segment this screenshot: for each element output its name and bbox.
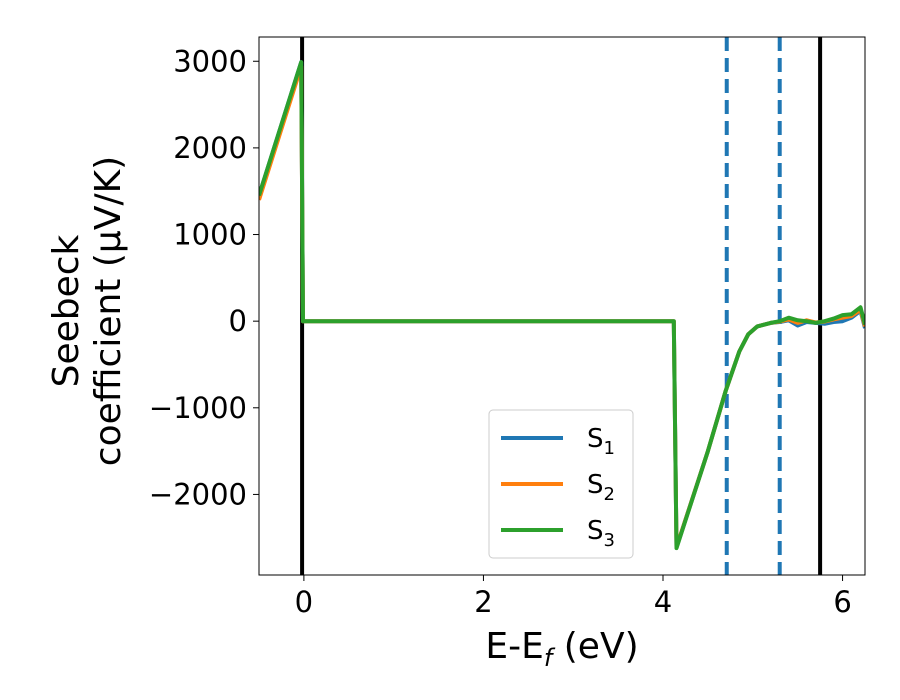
y-tick-label: −2000 (149, 477, 247, 511)
legend-label-3: S3 (587, 516, 615, 551)
series-line-3 (259, 60, 865, 551)
x-tick-label: 4 (654, 585, 672, 619)
legend-label-1: S1 (587, 424, 615, 459)
x-axis-label: E-Ef (eV) (485, 626, 638, 672)
plot-frame (258, 36, 866, 576)
y-axis-ticks: −2000 −1000 0 1000 2000 3000 (149, 44, 259, 511)
x-axis-label-unit: (eV) (552, 626, 638, 667)
y-axis-label-line2: coefficient (μV/K) (88, 156, 129, 466)
y-tick-label: 0 (229, 304, 247, 338)
y-axis-label: Seebeck coefficient (μV/K) (46, 156, 129, 466)
x-tick-label: 0 (295, 585, 313, 619)
legend: S1 S2 S3 (488, 409, 634, 559)
y-axis-label-line1: Seebeck (46, 234, 87, 387)
y-tick-label: 1000 (173, 218, 247, 252)
x-tick-label: 6 (833, 585, 851, 619)
legend-label-2: S2 (587, 470, 615, 505)
x-axis-ticks: 0 2 4 6 (295, 575, 852, 619)
y-tick-label: −1000 (149, 391, 247, 425)
series-lines (259, 60, 865, 551)
x-tick-label: 2 (474, 585, 492, 619)
y-tick-label: 2000 (173, 131, 247, 165)
y-tick-label: 3000 (173, 44, 247, 78)
x-axis-label-main: E-E (485, 626, 543, 667)
